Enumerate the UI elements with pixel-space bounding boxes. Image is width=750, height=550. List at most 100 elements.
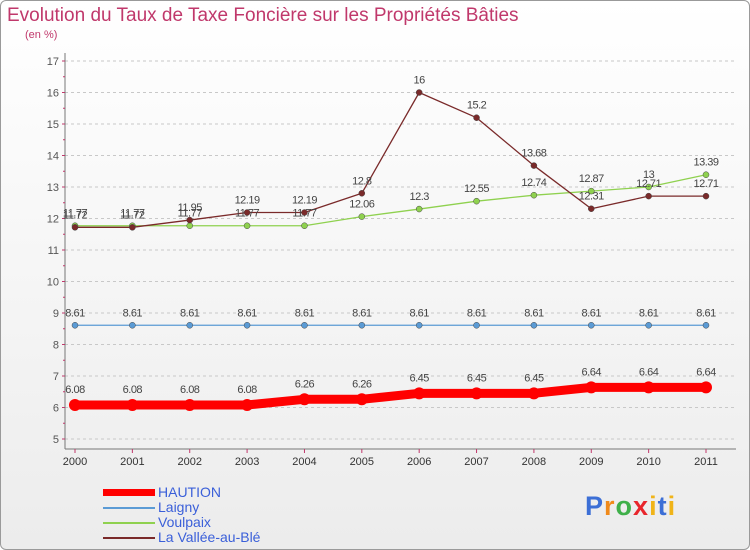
x-tick-label: 2000 [63, 456, 87, 468]
data-label-laigny: 8.61 [467, 307, 487, 319]
data-point-haution [69, 398, 81, 411]
y-tick-label: 17 [47, 56, 59, 68]
x-tick-label: 2007 [464, 456, 488, 468]
y-tick-label: 9 [53, 308, 59, 320]
data-point-la-vallee-au-ble [71, 224, 79, 231]
legend-item-haution[interactable]: HAUTION [103, 485, 260, 500]
legend-label-laigny: Laigny [158, 499, 200, 515]
data-point-laigny [415, 322, 423, 329]
y-tick-label: 11 [48, 245, 59, 257]
data-label-voulpaix: 11.77 [63, 208, 88, 220]
x-tick-label: 2005 [350, 456, 374, 468]
data-label-la-vallee-au-ble: 12.8 [352, 175, 372, 187]
data-label-haution: 6.08 [180, 384, 200, 396]
data-label-voulpaix: 11.77 [120, 208, 145, 220]
legend-label-la-vallee-au-ble: La Vallée-au-Blé [158, 529, 261, 545]
data-point-laigny [588, 322, 595, 329]
data-label-haution: 6.08 [123, 384, 143, 396]
legend-label-voulpaix: Voulpaix [158, 514, 211, 530]
data-label-la-vallee-au-ble: 12.19 [292, 195, 317, 207]
data-point-la-vallee-au-ble [588, 205, 595, 212]
data-label-voulpaix: 12.3 [409, 191, 429, 203]
data-label-laigny: 8.61 [639, 307, 659, 319]
data-label-laigny: 8.61 [352, 307, 372, 319]
data-point-voulpaix [415, 205, 423, 213]
data-label-laigny: 8.61 [237, 307, 257, 319]
data-label-laigny: 8.61 [524, 307, 544, 319]
data-point-la-vallee-au-ble [243, 209, 251, 216]
data-label-haution: 6.45 [524, 372, 544, 384]
data-label-la-vallee-au-ble: 11.95 [178, 202, 203, 214]
data-point-haution [355, 393, 368, 406]
series-line-la-vallee-au-ble [74, 91, 707, 228]
data-point-haution [585, 381, 598, 394]
data-label-haution: 6.64 [639, 366, 659, 378]
x-tick-label: 2004 [292, 456, 316, 468]
data-label-haution: 6.64 [582, 366, 602, 378]
data-point-voulpaix [645, 183, 652, 191]
data-label-laigny: 8.61 [696, 307, 716, 319]
series-line-haution [70, 382, 711, 410]
y-tick-label: 15 [47, 119, 59, 131]
y-tick-label: 13 [47, 182, 59, 194]
data-label-la-vallee-au-ble: 11.72 [63, 209, 88, 221]
data-label-laigny: 8.61 [123, 307, 143, 319]
data-point-haution [527, 387, 540, 400]
data-label-haution: 6.08 [65, 384, 85, 396]
series-line-voulpaix [74, 174, 707, 227]
data-point-la-vallee-au-ble [301, 209, 308, 216]
data-label-voulpaix: 11.77 [292, 208, 317, 220]
x-tick-label: 2009 [579, 456, 603, 468]
legend-item-la-vallee-au-ble[interactable]: La Vallée-au-Blé [103, 530, 260, 545]
data-label-voulpaix: 13.39 [693, 157, 718, 169]
legend-label-haution: HAUTION [158, 484, 221, 500]
data-point-la-vallee-au-ble [473, 114, 480, 121]
legend-swatch-haution [103, 489, 155, 496]
data-point-voulpaix [473, 197, 480, 205]
y-tick-label: 5 [53, 434, 59, 446]
data-point-la-vallee-au-ble [645, 192, 652, 200]
y-tick-label: 6 [53, 403, 59, 415]
data-point-laigny [473, 322, 480, 329]
data-point-la-vallee-au-ble [358, 190, 366, 197]
data-point-voulpaix [186, 222, 193, 229]
unit-label: (en %) [25, 29, 58, 41]
data-point-voulpaix [530, 191, 538, 199]
data-point-haution [183, 398, 196, 411]
x-tick-label: 2003 [235, 456, 259, 468]
data-label-la-vallee-au-ble: 12.19 [235, 195, 260, 207]
data-label-voulpaix: 12.06 [349, 199, 374, 211]
chart-title: Evolution du Taux de Taxe Foncière sur l… [7, 5, 519, 26]
data-point-haution [700, 381, 712, 394]
data-point-haution [241, 398, 254, 411]
y-tick-label: 8 [53, 340, 59, 352]
data-point-haution [470, 387, 483, 400]
x-tick-label: 2008 [522, 456, 546, 468]
data-point-la-vallee-au-ble [415, 89, 423, 96]
x-tick-label: 2001 [120, 456, 144, 468]
data-label-la-vallee-au-ble: 12.71 [693, 178, 718, 190]
data-label-la-vallee-au-ble: 12.71 [636, 178, 661, 190]
data-point-haution [642, 381, 655, 394]
legend-item-voulpaix[interactable]: Voulpaix [103, 515, 260, 530]
x-tick-label: 2006 [407, 456, 431, 468]
data-point-la-vallee-au-ble [186, 216, 193, 224]
data-point-laigny [358, 322, 366, 329]
data-label-la-vallee-au-ble: 11.72 [120, 209, 145, 221]
data-label-haution: 6.08 [237, 384, 257, 396]
data-point-laigny [702, 322, 710, 329]
legend-swatch-voulpaix [103, 521, 155, 524]
y-tick-label: 16 [47, 88, 59, 100]
data-point-laigny [71, 322, 79, 329]
data-label-la-vallee-au-ble: 12.31 [579, 191, 604, 203]
data-label-haution: 6.26 [352, 378, 372, 390]
data-label-laigny: 8.61 [295, 307, 315, 319]
data-point-laigny [243, 322, 251, 329]
data-label-laigny: 8.61 [180, 307, 200, 319]
data-label-haution: 6.64 [696, 366, 716, 378]
legend-item-laigny[interactable]: Laigny [103, 500, 260, 515]
data-point-laigny [129, 322, 136, 329]
data-label-haution: 6.45 [409, 372, 429, 384]
